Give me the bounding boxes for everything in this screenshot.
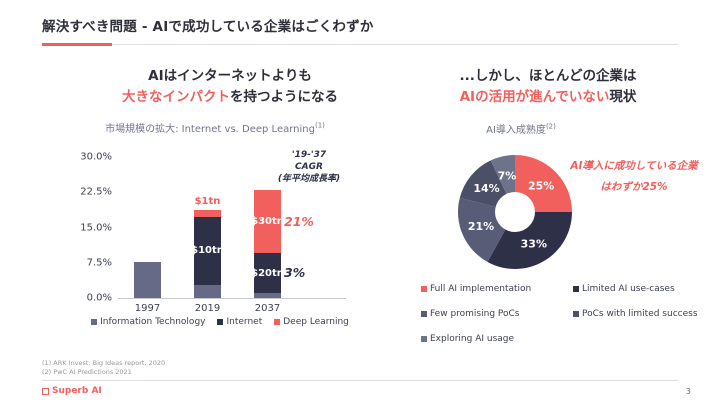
y-axis-tick-label: 7.5% <box>86 257 112 269</box>
right-headline: ...しかし、ほとんどの企業は AIの活用が進んでいない現状 <box>398 66 698 108</box>
y-axis-tick-label: 22.5% <box>80 186 112 198</box>
legend-marker-icon <box>217 319 224 325</box>
legend-marker-icon <box>421 311 427 317</box>
y-axis-tick-label: 15.0% <box>80 222 112 233</box>
left-headline-suffix: を持つようになる <box>230 89 338 105</box>
y-axis-tick-label: 30.0% <box>80 151 112 163</box>
right-headline-suffix: 現状 <box>609 89 637 105</box>
footnote-ref-2: (2) <box>545 122 556 131</box>
bar-segment: $10tn <box>191 217 224 285</box>
donut-slice-value-label: 25% <box>528 179 554 192</box>
legend-marker-icon <box>573 286 579 292</box>
x-axis-category-label: 2037 <box>254 303 281 314</box>
legend-item: Deep Learning <box>274 317 349 327</box>
footnote-1: (1) ARK Invest: Big Ideas report, 2020 <box>42 359 166 367</box>
x-axis-line <box>118 298 346 299</box>
footnotes: (1) ARK Invest: Big Ideas report, 2020 (… <box>42 359 165 376</box>
legend-item: Exploring AI usage <box>421 334 573 344</box>
legend-marker-icon <box>573 311 579 317</box>
legend-item: Few promising PoCs <box>421 309 573 319</box>
bar-chart-subtitle: 市場規模の拡大: Internet vs. Deep Learning(1) <box>70 120 360 135</box>
bar-segment: $30tn <box>251 189 284 254</box>
bar-segment <box>134 261 161 298</box>
legend-label: PoCs with limited success <box>582 309 698 319</box>
legend-item: Information Technology <box>91 317 205 327</box>
donut-slice-value-label: 7% <box>498 169 517 182</box>
page-title: 解決すべき問題 - AIで成功している企業はごくわずか <box>42 19 374 35</box>
bar-chart-subtitle-text: 市場規模の拡大: Internet vs. Deep Learning <box>105 124 315 135</box>
legend-item: Internet <box>217 317 262 327</box>
footer-divider <box>42 380 678 381</box>
donut-annotation: AI導入に成功している企業 はわずか25% <box>550 156 718 198</box>
left-headline: AIはインターネットよりも 大きなインパクトを持つようになる <box>80 66 380 108</box>
footnote-ref-1: (1) <box>314 121 325 130</box>
bar-segment: $20tn <box>251 253 284 294</box>
cagr-note-line: CAGR <box>295 162 323 172</box>
legend-label: Few promising PoCs <box>430 309 520 319</box>
legend-label: Deep Learning <box>283 317 349 327</box>
donut-legend: Full AI implementation Limited AI use-cas… <box>421 284 720 344</box>
legend-item: Full AI implementation <box>421 284 573 294</box>
left-headline-accent: 大きなインパクト <box>122 89 230 105</box>
right-headline-line1: ...しかし、ほとんどの企業は <box>459 68 637 84</box>
bar-chart-legend: Information Technology Internet Deep Learn… <box>70 317 370 327</box>
right-headline-accent: AIの活用が進んでいない <box>459 89 610 105</box>
bar-segment <box>194 284 221 298</box>
legend-label: Full AI implementation <box>430 284 532 294</box>
donut-slice-value-label: 14% <box>473 182 499 195</box>
donut-hole <box>495 192 535 232</box>
x-axis-category-label: 1997 <box>134 303 161 314</box>
title-accent-bar <box>42 43 112 46</box>
logo-square-icon <box>42 387 49 395</box>
page-number: 3 <box>686 387 691 396</box>
bar-segment <box>254 293 281 298</box>
donut-chart-subtitle-text: AI導入成熟度 <box>486 125 546 136</box>
cagr-note: '19-'37 CAGR (年平均成長率) <box>266 149 352 185</box>
donut-annotation-line2: はわずか25% <box>600 181 668 193</box>
cagr-annotation: 21% <box>284 213 314 229</box>
legend-label: Internet <box>226 317 263 327</box>
legend-label: Limited AI use-cases <box>582 284 675 294</box>
cagr-annotation: 3% <box>284 265 306 281</box>
legend-item: Limited AI use-cases <box>573 284 720 294</box>
legend-marker-icon <box>421 336 427 342</box>
donut-chart-subtitle: AI導入成熟度(2) <box>398 121 644 136</box>
bar-segment <box>194 210 221 218</box>
x-axis-category-label: 2019 <box>194 303 221 314</box>
bar-value-label: $1tn <box>194 196 221 208</box>
legend-marker-icon <box>421 286 427 292</box>
legend-label: Exploring AI usage <box>430 334 515 344</box>
cagr-note-line: '19-'37 <box>291 150 327 160</box>
footnote-2: (2) PwC AI Predictions 2021 <box>42 367 132 376</box>
legend-item: PoCs with limited success <box>573 309 720 319</box>
cagr-note-line: (年平均成長率) <box>277 174 341 184</box>
donut-chart: 25% 33% 21% 14% 7% <box>452 149 578 275</box>
logo-text: Superb AI <box>52 386 102 396</box>
donut-slice <box>515 155 572 212</box>
left-headline-line1: AIはインターネットよりも <box>148 68 312 84</box>
donut-slice-value-label: 21% <box>468 220 494 233</box>
legend-marker-icon <box>91 319 98 325</box>
bar-chart: 0.0% 7.5% 15.0% 22.5% 30.0% 1997 $10tn $1tn 2019… <box>70 147 370 322</box>
y-axis-tick-label: 0.0% <box>86 292 112 304</box>
title-divider <box>42 43 678 46</box>
legend-label: Information Technology <box>100 317 206 327</box>
donut-svg: 25% 33% 21% 14%7% <box>458 155 572 269</box>
donut-slice-value-label: 33% <box>521 237 547 250</box>
legend-marker-icon <box>274 319 281 325</box>
logo: Superb AI <box>42 386 102 396</box>
donut-annotation-line1: AI導入に成功している企業 <box>570 160 698 172</box>
